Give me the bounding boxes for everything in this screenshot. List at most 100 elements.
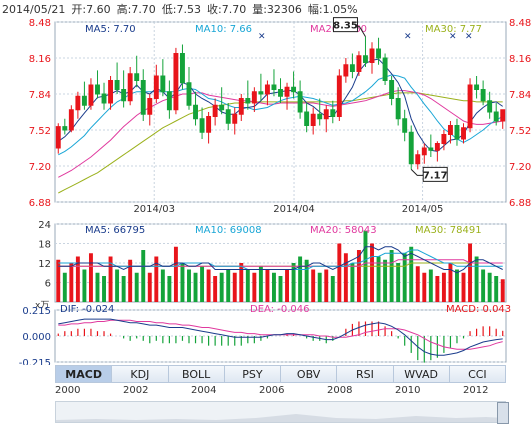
candle-body [317, 113, 323, 120]
quote-low: 低:7.53 [161, 3, 202, 16]
high-label: 8.35 [333, 21, 358, 32]
volume-y-tick: 6 [45, 279, 51, 290]
price-y-tick-left: 7.20 [29, 162, 51, 173]
volume-bar [75, 256, 80, 302]
candle-body [467, 84, 473, 129]
volume-bar [441, 272, 446, 302]
candle-body [447, 125, 453, 135]
timeline-overview-line [56, 414, 505, 422]
volume-bar [56, 259, 61, 302]
volume-bar [187, 269, 191, 302]
quote-close: 收:7.70 [207, 3, 247, 16]
volume-bar [500, 279, 505, 302]
volume-bar [317, 272, 322, 302]
volume-bar [245, 269, 250, 302]
event-marker-icon: ✕ [404, 32, 412, 42]
candle-body [480, 89, 486, 102]
volume-bar [134, 272, 139, 302]
candle-body [251, 91, 257, 104]
candle-body [127, 73, 133, 102]
price-y-tick-right: 7.84 [509, 90, 531, 101]
volume-bar [95, 272, 100, 302]
event-marker-icon: ✕ [465, 32, 473, 42]
tab-macd[interactable]: MACD [55, 365, 113, 383]
volume-bar [285, 269, 289, 302]
year-label: 2012 [463, 385, 489, 396]
candle-body [493, 111, 499, 122]
volume-bar [206, 269, 211, 302]
volume-bar [82, 269, 87, 302]
candle-body [428, 147, 434, 151]
volume-bar [304, 259, 309, 302]
volume-y-tick: 12 [38, 259, 51, 270]
tab-wvad[interactable]: WVAD [393, 365, 450, 383]
volume-ma-label: MA20: 58043 [310, 225, 377, 236]
volume-bar [226, 269, 231, 302]
indicator-tabs: MACD KDJ BOLL PSY OBV RSI WVAD CCI [55, 365, 506, 383]
volume-bar [409, 246, 414, 302]
volume-bar [396, 263, 401, 302]
tab-psy[interactable]: PSY [224, 365, 281, 383]
candle-body [232, 113, 238, 124]
volume-bar [487, 272, 492, 302]
candle-body [415, 154, 421, 165]
tab-boll[interactable]: BOLL [168, 365, 225, 383]
candle-body [264, 84, 270, 95]
volume-bar [428, 269, 433, 302]
stock-chart[interactable]: 8.48 8.48 8.16 8.16 7.84 7.84 7.52 7.52 7.20 7.20… [0, 0, 531, 365]
price-ma-label: MA30: 7.77 [425, 24, 482, 35]
volume-bar [376, 256, 381, 302]
volume-bar [415, 266, 420, 302]
volume-bar [180, 263, 185, 302]
candle-body [88, 84, 94, 106]
candle-body [95, 84, 100, 95]
volume-bar [213, 276, 218, 302]
candle-body [421, 147, 427, 156]
candle-body [297, 91, 303, 113]
candle-body [62, 126, 68, 131]
volume-bar [337, 243, 342, 302]
year-axis: 2000 2002 2004 2006 2008 2010 2012 [55, 385, 506, 399]
event-marker-icon: ✕ [258, 32, 266, 42]
candle-body [271, 84, 277, 90]
event-marker-icon: ✕ [449, 32, 457, 42]
price-y-tick-right: 7.52 [509, 126, 531, 137]
volume-bar [356, 250, 361, 302]
volume-bar [252, 272, 257, 302]
candle-body [75, 95, 81, 111]
volume-ma-label: MA5: 66795 [85, 225, 145, 236]
year-label: 2002 [123, 385, 149, 396]
volume-bar [311, 269, 316, 302]
dif-label: DIF: -0.024 [60, 304, 114, 315]
volume-bar [121, 276, 126, 302]
volume-bar [160, 269, 165, 302]
volume-bar [481, 269, 486, 302]
quote-date: 2014/05/21 [2, 3, 66, 16]
candle-body [258, 91, 264, 95]
volume-bar [422, 272, 427, 302]
volume-bar [232, 272, 237, 302]
candle-body [153, 75, 159, 99]
tab-cci[interactable]: CCI [449, 365, 506, 383]
candle-body [147, 98, 153, 115]
candle-body [160, 75, 166, 93]
timeline-scrollbar[interactable] [55, 401, 509, 424]
tab-rsi[interactable]: RSI [337, 365, 394, 383]
volume-y-tick: 18 [38, 240, 51, 251]
timeline-handle[interactable] [497, 402, 509, 424]
volume-unit-label: x万 [35, 301, 49, 311]
price-x-tick: 2014/03 [133, 204, 175, 215]
volume-bar [154, 256, 159, 302]
price-ma-label: MA5: 7.70 [85, 24, 136, 35]
tab-kdj[interactable]: KDJ [112, 365, 169, 383]
tab-obv[interactable]: OBV [281, 365, 338, 383]
dea-label: DEA: -0.046 [250, 304, 309, 315]
volume-bar [389, 250, 394, 302]
price-ma-label: MA10: 7.66 [195, 24, 252, 35]
price-y-tick-right: 6.88 [509, 198, 531, 209]
quote-header: 2014/05/21 开:7.60 高:7.70 低:7.53 收:7.70 量:3230… [0, 0, 531, 20]
candle-body [369, 48, 375, 63]
candle-body [349, 64, 355, 72]
volume-bar [102, 276, 106, 302]
volume-ma5-line [58, 246, 503, 274]
